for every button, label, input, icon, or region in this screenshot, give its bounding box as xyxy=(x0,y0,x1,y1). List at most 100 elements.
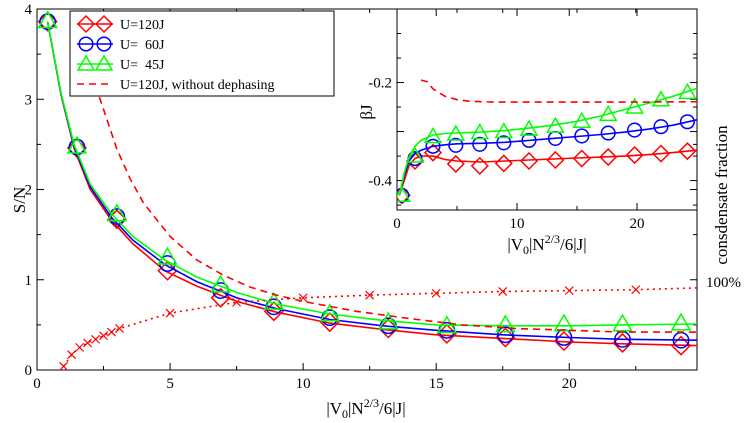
data-point-u-120j xyxy=(599,147,618,167)
y-tick-label: 1 xyxy=(25,273,33,289)
data-point-u-45j xyxy=(494,122,514,139)
data-point-u-45j xyxy=(377,311,399,330)
series-line-u-120j xyxy=(398,149,697,196)
x-tick-label: 10 xyxy=(296,376,311,392)
data-point-u-120j xyxy=(470,156,489,175)
data-point-u-45j xyxy=(670,312,692,331)
data-point-u-60j xyxy=(627,122,643,138)
data-point-u-60j xyxy=(39,13,57,31)
data-point-u-120j xyxy=(670,335,692,356)
data-point-u-60j xyxy=(600,125,616,141)
data-point-condensate-fraction xyxy=(431,288,441,298)
x-tick-label: 15 xyxy=(429,376,444,392)
legend-label-u-120j-without-dephasing: U=120J, without dephasing xyxy=(120,78,275,93)
data-point-u-45j xyxy=(436,315,458,334)
data-point-u-120j xyxy=(66,137,87,159)
x-tick-label: 0 xyxy=(33,376,41,392)
inset-plot: 0 10 20 -0.4 -0.2 βJ |V0|N2/3/6|J| xyxy=(357,8,698,257)
data-point-u-45j xyxy=(446,124,466,141)
x-tick-label: 0 xyxy=(393,216,401,232)
inset-axis-ticks: 0 10 20 -0.4 -0.2 xyxy=(368,9,697,232)
y-tick-label: -0.2 xyxy=(368,76,392,92)
data-point-u-45j xyxy=(572,111,592,129)
data-point-u-45j xyxy=(397,185,412,203)
data-point-u-60j xyxy=(521,132,537,148)
legend-frame xyxy=(69,10,335,97)
data-point-condensate-fraction xyxy=(59,361,69,370)
series-line-u-120j-without-dephasing xyxy=(94,85,697,333)
series-line-condensate-fraction xyxy=(62,287,697,367)
inset-series-group xyxy=(397,79,697,205)
data-point-condensate-fraction xyxy=(232,297,242,307)
data-point-u-45j xyxy=(470,123,490,140)
data-point-u-120j xyxy=(319,312,340,333)
legend-label-u-120j: U=120J xyxy=(120,18,165,33)
data-point-u-45j xyxy=(598,104,618,122)
data-point-u-60j xyxy=(496,135,512,151)
data-point-u-120j xyxy=(494,154,513,173)
data-point-condensate-fraction xyxy=(165,308,175,318)
data-point-condensate-fraction xyxy=(365,290,375,300)
legend: U=120J U= 60J U= 45J U=120J, without dephas… xyxy=(69,10,335,97)
data-point-u-120j xyxy=(446,154,465,173)
right-y-axis-label: consdensate fraction xyxy=(712,125,731,265)
data-point-u-120j xyxy=(546,150,565,170)
main-y-axis-label: S/N xyxy=(10,187,29,213)
data-point-u-120j xyxy=(651,144,671,163)
data-point-u-45j xyxy=(612,313,633,332)
data-point-condensate-fraction xyxy=(99,331,109,341)
inset-y-axis-label: βJ xyxy=(357,104,376,120)
data-point-u-45j xyxy=(37,10,58,29)
data-point-u-60j xyxy=(425,138,441,154)
y-tick-label: 0 xyxy=(25,363,33,379)
y-tick-label: 2 xyxy=(25,183,33,199)
x-tick-label: 10 xyxy=(510,216,525,232)
data-point-condensate-fraction xyxy=(75,342,85,352)
x-tick-label: 20 xyxy=(630,216,645,232)
series-line-u-60j xyxy=(46,21,697,341)
data-point-u-60j xyxy=(679,114,695,130)
legend-label-u-60j: U= 60J xyxy=(120,38,165,53)
data-point-u-120j xyxy=(572,149,591,168)
data-point-u-60j xyxy=(68,138,86,156)
data-point-condensate-fraction xyxy=(498,287,508,296)
data-point-condensate-fraction xyxy=(564,286,574,296)
data-point-u-45j xyxy=(66,135,88,154)
series-line-u-45j xyxy=(398,87,697,196)
data-point-u-45j xyxy=(546,116,565,133)
data-point-u-45j xyxy=(319,303,341,322)
data-point-u-45j xyxy=(678,82,697,100)
main-x-axis-label: |V0|N2/3/6|J| xyxy=(326,396,405,421)
data-point-u-45j xyxy=(106,203,128,222)
data-point-condensate-fraction xyxy=(67,350,77,360)
data-point-u-60j xyxy=(472,136,488,152)
data-point-condensate-fraction xyxy=(91,334,101,344)
right-marker-label: 100% xyxy=(706,275,741,291)
data-point-u-45j xyxy=(519,119,539,136)
data-point-u-45j xyxy=(210,274,231,293)
data-point-condensate-fraction xyxy=(115,324,124,333)
legend-label-u-45j: U= 45J xyxy=(120,58,165,73)
x-tick-label: 5 xyxy=(166,376,174,392)
legend-marker-u-45j xyxy=(76,54,96,71)
legend-marker-u-120j xyxy=(94,14,114,34)
data-point-u-120j xyxy=(397,186,411,205)
y-tick-label: 3 xyxy=(25,92,33,108)
data-point-u-45j xyxy=(263,291,285,310)
data-point-u-45j xyxy=(553,313,575,332)
legend-marker-u-60j xyxy=(96,36,112,52)
series-line-u-60j xyxy=(398,119,697,196)
data-point-u-60j xyxy=(108,208,126,225)
data-point-u-45j xyxy=(625,97,644,114)
data-point-u-60j xyxy=(496,326,514,344)
legend-marker-u-60j xyxy=(78,36,94,52)
data-point-u-45j xyxy=(651,90,671,107)
series-line-u-120j xyxy=(46,21,697,347)
series-line-u-120j-without-dephasing xyxy=(420,79,697,103)
data-point-condensate-fraction xyxy=(631,285,641,295)
data-point-u-45j xyxy=(157,246,178,265)
legend-marker-u-45j xyxy=(94,54,114,71)
data-point-u-45j xyxy=(405,146,425,163)
data-point-u-60j xyxy=(448,137,464,153)
